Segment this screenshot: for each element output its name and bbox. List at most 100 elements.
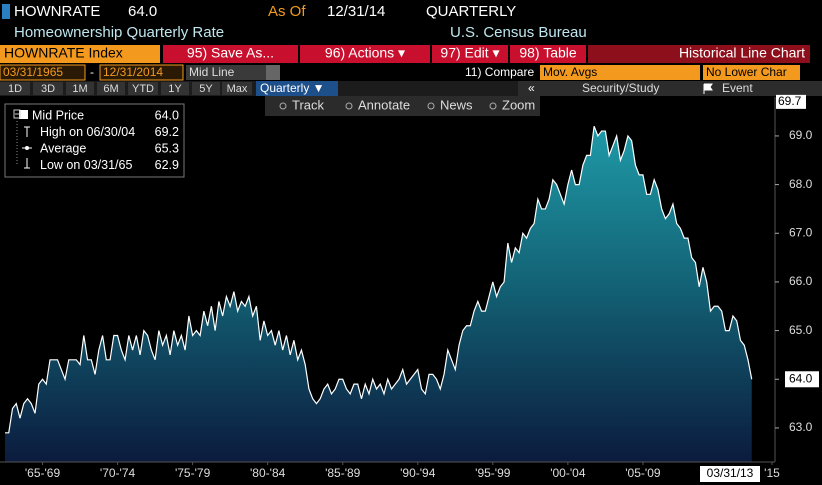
frequency: QUARTERLY — [426, 3, 516, 20]
last-price: 64.0 — [128, 3, 157, 20]
range-buttons: 1D 3D 1M 6M YTD 1Y 5Y Max — [0, 82, 252, 95]
event-icon — [703, 83, 713, 94]
end-date-box[interactable] — [99, 64, 184, 81]
legend-icon — [24, 126, 30, 137]
menu-button[interactable] — [432, 45, 508, 63]
description: Homeownership Quarterly Rate — [14, 24, 224, 41]
legend-label: Mid Price — [32, 108, 84, 122]
menu-button[interactable] — [510, 45, 586, 63]
cursor-label: 03/31/13 — [707, 466, 754, 480]
end-date: 12/31/2014 — [103, 65, 163, 79]
cursor-label-box — [700, 466, 760, 482]
line-mode-box[interactable] — [186, 65, 280, 80]
x-tick-label: '05-'09 — [625, 466, 661, 480]
compare[interactable]: 11) Compare — [465, 65, 534, 79]
x-axis-band — [0, 462, 822, 485]
toolbar-item[interactable]: Track — [292, 97, 325, 112]
legend-icon — [19, 110, 28, 119]
lower-chart: No Lower Char — [706, 65, 787, 79]
x-tick-label: '80-'84 — [250, 466, 286, 480]
security-box[interactable] — [0, 45, 160, 63]
x-tick-label: '15 — [764, 466, 780, 480]
toolbar — [265, 96, 540, 116]
toolbar-icon — [345, 102, 353, 110]
compare-mode-box[interactable] — [540, 65, 700, 80]
ticker-marker — [2, 4, 10, 19]
range-button-label: YTD — [132, 83, 154, 95]
x-tick-label: '90-'94 — [400, 466, 436, 480]
as-of-date: 12/31/14 — [327, 3, 385, 20]
period-box[interactable] — [256, 81, 338, 96]
y-tick-label: 66.0 — [789, 274, 813, 288]
range-button[interactable] — [192, 82, 220, 95]
top-label-box — [776, 94, 806, 109]
legend-label: Low on 03/31/65 — [40, 158, 132, 172]
range-button[interactable] — [0, 82, 30, 95]
range-button-label: 1D — [8, 83, 22, 95]
legend-icon — [25, 146, 29, 150]
range-button-label: Max — [227, 83, 248, 95]
legend-value: 69.2 — [155, 125, 179, 139]
menu-button[interactable] — [163, 45, 298, 63]
legend-value: 62.9 — [155, 158, 179, 172]
menu-button-label: 96) Actions ▾ — [325, 45, 405, 61]
security-study[interactable]: Security/Study — [582, 81, 659, 95]
y-tick-label: 69.0 — [789, 128, 813, 142]
range-button[interactable] — [222, 82, 252, 95]
range-button-label: 1Y — [168, 83, 182, 95]
range-button[interactable] — [33, 82, 63, 95]
range-button-label: 1M — [72, 83, 87, 95]
period: Quarterly ▼ — [260, 81, 325, 95]
y-tick-label: 67.0 — [789, 225, 813, 239]
range-button-label: 5Y — [199, 83, 213, 95]
menu-button[interactable] — [300, 45, 430, 63]
toolbar-item[interactable]: Zoom — [502, 97, 535, 112]
legend: Mid Price 64.0 High on 06/30/04 69.2 Average… — [32, 108, 179, 172]
x-tick-label: '00-'04 — [550, 466, 586, 480]
legend-box — [4, 103, 185, 178]
legend-icon — [13, 109, 21, 119]
range-button[interactable] — [97, 82, 125, 95]
toolbar-icon — [427, 102, 435, 110]
right-bar — [518, 81, 822, 96]
toolbar-item[interactable]: Annotate — [358, 97, 410, 112]
line-mode: Mid Line — [189, 65, 235, 79]
range-button[interactable] — [161, 82, 189, 95]
event[interactable]: Event — [722, 81, 753, 95]
menu-button-label: 98) Table — [519, 45, 577, 61]
legend-label: Average — [40, 141, 86, 155]
start-date-box[interactable] — [0, 64, 86, 81]
dropdown-button[interactable] — [266, 65, 280, 80]
collapse[interactable]: « — [528, 81, 535, 95]
toolbar-item[interactable]: News — [440, 97, 473, 112]
y-tick-label: 65.0 — [789, 323, 813, 337]
legend-icon — [24, 158, 30, 169]
last-label-box — [785, 371, 819, 388]
x-tick-label: '95-'99 — [475, 466, 511, 480]
ticker: HOWNRATE — [14, 3, 100, 20]
date-separator: - — [90, 65, 94, 79]
line — [5, 125, 753, 434]
x-tick-label: '70-'74 — [100, 466, 136, 480]
legend-value: 65.3 — [155, 141, 179, 155]
range-button[interactable] — [66, 82, 94, 95]
x-tick-label: '75-'79 — [175, 466, 211, 480]
y-tick-label: 63.0 — [789, 420, 813, 434]
x-tick-label: '65-'69 — [25, 466, 61, 480]
x-tick-label: '85-'89 — [325, 466, 361, 480]
view-box — [588, 45, 810, 63]
axis-strip — [775, 97, 822, 485]
legend-label: High on 06/30/04 — [40, 125, 135, 139]
source: U.S. Census Bureau — [450, 24, 587, 41]
menu-button-label: 95) Save As... — [187, 45, 274, 61]
security: HOWNRATE Index — [4, 45, 123, 61]
lower-chart-box[interactable] — [703, 65, 800, 80]
toolbar-icon — [279, 102, 287, 110]
top-label: 69.7 — [778, 94, 802, 108]
toolbar-icon — [489, 102, 497, 110]
start-date: 03/31/1965 — [3, 65, 63, 79]
area — [5, 126, 752, 462]
range-button[interactable] — [128, 82, 158, 95]
